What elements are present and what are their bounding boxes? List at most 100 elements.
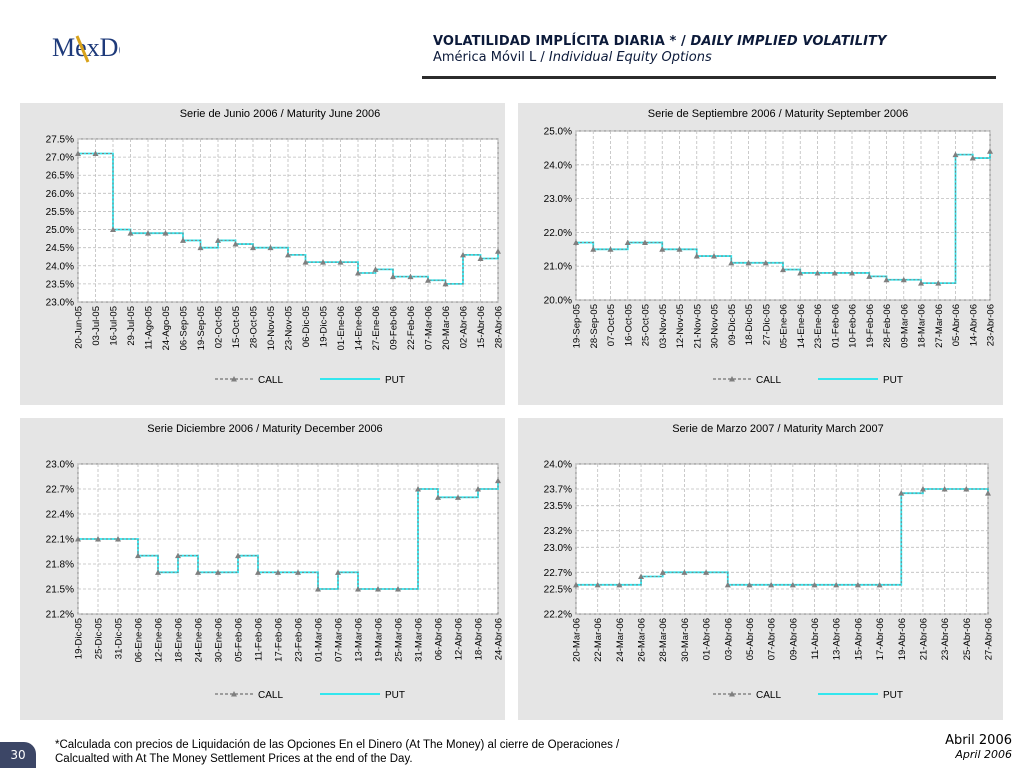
x-tick-label: 20-Jun-05 bbox=[74, 306, 85, 349]
x-tick-label: 18-Ene-06 bbox=[174, 618, 185, 662]
y-tick-label: 23.0% bbox=[544, 194, 572, 205]
x-tick-label: 31-Mar-06 bbox=[414, 618, 425, 662]
x-tick-label: 06-Sep-05 bbox=[179, 306, 190, 350]
y-tick-label: 22.0% bbox=[544, 228, 572, 239]
x-tick-label: 03-Jul-05 bbox=[91, 306, 102, 346]
legend-put-label: PUT bbox=[883, 690, 903, 701]
header-rule bbox=[422, 76, 996, 79]
call-point bbox=[355, 270, 361, 276]
chart-title: Serie de Junio 2006 / Maturity June 2006 bbox=[180, 108, 381, 120]
x-tick-label: 26-Mar-06 bbox=[637, 618, 648, 662]
date-spanish: Abril 2006 bbox=[945, 733, 1012, 748]
chart-june: Serie de Junio 2006 / Maturity June 2006… bbox=[46, 108, 505, 386]
y-tick-label: 22.5% bbox=[544, 585, 572, 596]
y-tick-label: 23.5% bbox=[46, 279, 74, 290]
call-point bbox=[435, 494, 441, 500]
call-point bbox=[594, 581, 601, 588]
x-tick-label: 18-Mar-06 bbox=[917, 304, 928, 348]
call-point bbox=[762, 259, 769, 266]
x-tick-label: 19-Dic-05 bbox=[74, 618, 85, 659]
call-point bbox=[197, 244, 204, 251]
call-point bbox=[232, 241, 239, 247]
x-tick-label: 11-Feb-06 bbox=[254, 618, 265, 661]
logo-accent-stroke bbox=[75, 35, 90, 63]
x-tick-label: 25-Dic-05 bbox=[94, 618, 105, 659]
x-tick-label: 16-Jul-05 bbox=[109, 306, 120, 346]
plot-area bbox=[575, 463, 989, 615]
series-line-call bbox=[576, 151, 991, 284]
x-tick-label: 09-Abr-06 bbox=[788, 618, 799, 660]
x-tick-label: 05-Abr-06 bbox=[745, 618, 756, 660]
x-tick-label: 23-Nov-05 bbox=[284, 306, 295, 350]
x-tick-label: 07-Mar-06 bbox=[424, 306, 435, 350]
x-tick-label: 14-Ene-06 bbox=[796, 304, 807, 348]
call-point bbox=[573, 239, 579, 246]
chart-december: Serie Diciembre 2006 / Maturity December… bbox=[46, 423, 505, 701]
chart-panel-december: Serie Diciembre 2006 / Maturity December… bbox=[20, 418, 505, 720]
x-tick-label: 15-Abr-06 bbox=[853, 618, 864, 660]
call-point bbox=[355, 586, 361, 592]
x-tick-label: 09-Mar-06 bbox=[899, 304, 910, 348]
x-tick-label: 12-Ene-06 bbox=[154, 618, 165, 662]
x-tick-label: 07-Abr-06 bbox=[767, 618, 778, 660]
header: VOLATILIDAD IMPLÍCITA DIARIA * / DAILY I… bbox=[433, 34, 887, 65]
legend-put-label: PUT bbox=[385, 690, 405, 701]
x-tick-label: 02-Abr-06 bbox=[459, 306, 470, 348]
x-tick-label: 05-Abr-06 bbox=[951, 304, 962, 346]
x-tick-label: 28-Feb-06 bbox=[882, 304, 893, 348]
x-tick-label: 31-Dic-05 bbox=[114, 618, 125, 659]
y-tick-label: 22.1% bbox=[46, 535, 74, 546]
x-tick-label: 22-Feb-06 bbox=[406, 306, 417, 350]
x-tick-label: 03-Abr-06 bbox=[723, 618, 734, 660]
x-tick-label: 24-Ago-05 bbox=[161, 306, 172, 350]
x-tick-label: 09-Feb-06 bbox=[389, 306, 400, 350]
title-italic: DAILY IMPLIED VOLATILITY bbox=[690, 34, 887, 49]
call-point bbox=[135, 552, 141, 559]
call-point bbox=[811, 581, 818, 588]
legend-put-label: PUT bbox=[385, 375, 405, 386]
chart-september: Serie de Septiembre 2006 / Maturity Sept… bbox=[544, 108, 997, 386]
x-tick-label: 27-Abr-06 bbox=[984, 618, 995, 660]
y-tick-label: 24.0% bbox=[544, 160, 572, 171]
chart-panel-september: Serie de Septiembre 2006 / Maturity Sept… bbox=[518, 103, 1003, 405]
x-tick-label: 23-Feb-06 bbox=[294, 618, 305, 662]
call-point bbox=[477, 255, 484, 262]
x-tick-label: 11-Ago-05 bbox=[144, 306, 155, 350]
call-point bbox=[275, 569, 281, 575]
y-tick-label: 22.7% bbox=[46, 485, 74, 496]
y-tick-label: 20.0% bbox=[544, 296, 572, 307]
chart-title: Serie de Marzo 2007 / Maturity March 200… bbox=[672, 423, 884, 435]
call-point bbox=[295, 569, 301, 575]
x-tick-label: 13-Mar-06 bbox=[354, 618, 365, 662]
x-tick-label: 22-Mar-06 bbox=[593, 618, 604, 662]
call-point bbox=[676, 246, 683, 252]
call-point bbox=[335, 569, 341, 575]
call-point bbox=[175, 552, 181, 559]
y-tick-label: 26.0% bbox=[46, 189, 74, 200]
header-title: VOLATILIDAD IMPLÍCITA DIARIA * / DAILY I… bbox=[433, 34, 887, 49]
y-tick-label: 26.5% bbox=[46, 171, 74, 182]
call-point bbox=[746, 581, 753, 588]
call-point bbox=[789, 581, 796, 588]
call-point bbox=[407, 273, 414, 280]
x-tick-label: 18-Dic-05 bbox=[744, 304, 755, 345]
call-point bbox=[898, 490, 905, 496]
call-point bbox=[495, 477, 501, 484]
y-tick-label: 21.2% bbox=[46, 610, 74, 621]
call-point bbox=[900, 276, 907, 283]
call-point bbox=[831, 269, 838, 276]
call-point bbox=[573, 581, 579, 588]
x-tick-label: 17-Feb-06 bbox=[274, 618, 285, 662]
x-tick-label: 19-Dic-05 bbox=[319, 306, 330, 347]
x-tick-label: 06-Ene-06 bbox=[134, 618, 145, 662]
call-point bbox=[952, 151, 959, 158]
x-tick-label: 29-Jul-05 bbox=[126, 306, 137, 346]
call-point bbox=[235, 552, 241, 559]
x-tick-label: 27-Mar-06 bbox=[934, 304, 945, 348]
call-point bbox=[883, 276, 890, 283]
x-tick-label: 28-Abr-06 bbox=[494, 306, 505, 348]
call-point bbox=[145, 230, 151, 236]
call-point bbox=[475, 486, 481, 492]
call-point bbox=[75, 150, 81, 156]
x-tick-label: 01-Mar-06 bbox=[314, 618, 325, 662]
